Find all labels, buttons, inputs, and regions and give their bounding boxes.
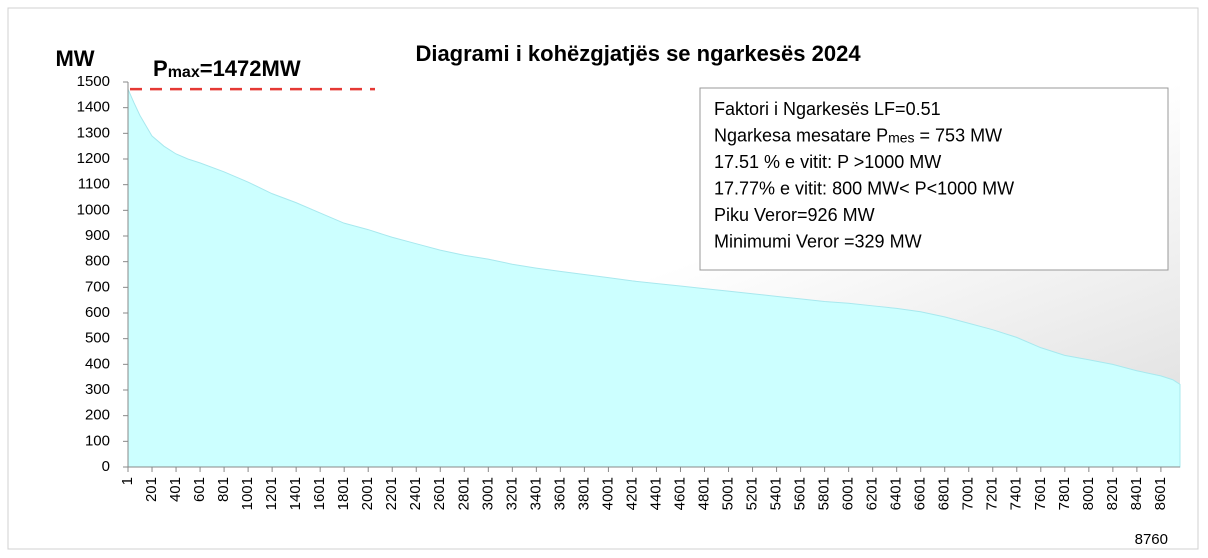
y-tick-label: 1500 bbox=[77, 73, 110, 90]
x-tick-label: 2401 bbox=[407, 477, 424, 510]
info-line: Ngarkesa mesatare Pmes = 753 MW bbox=[714, 125, 1002, 145]
y-tick-label: 500 bbox=[85, 330, 110, 347]
reference-label: Pmax=1472MW bbox=[153, 56, 301, 81]
x-tick-label: 1 bbox=[119, 477, 136, 485]
x-tick-label: 5601 bbox=[792, 477, 809, 510]
x-tick-label: 1801 bbox=[335, 477, 352, 510]
x-tick-label: 601 bbox=[191, 477, 208, 502]
info-line: 17.51 % e vitit: P >1000 MW bbox=[714, 152, 941, 172]
x-tick-label: 3601 bbox=[551, 477, 568, 510]
x-tick-label: 8401 bbox=[1128, 477, 1145, 510]
x-tick-label: 4801 bbox=[695, 477, 712, 510]
info-line: 17.77% e vitit: 800 MW< P<1000 MW bbox=[714, 178, 1014, 198]
info-line: Faktori i Ngarkesës LF=0.51 bbox=[714, 99, 941, 119]
area bbox=[127, 88, 1181, 468]
x-tick-label: 5401 bbox=[768, 477, 785, 510]
y-tick-label: 800 bbox=[85, 253, 110, 270]
info-box bbox=[699, 87, 1169, 271]
x-tick-label: 5201 bbox=[744, 477, 761, 510]
x-tick-label: 1601 bbox=[311, 477, 328, 510]
info-part: Ngarkesa mesatare P bbox=[714, 125, 888, 145]
x-tick-label: 8201 bbox=[1104, 477, 1121, 510]
x-tick-label: 4401 bbox=[647, 477, 664, 510]
y-tick-label: 300 bbox=[85, 381, 110, 398]
x-tick-label: 8001 bbox=[1080, 477, 1097, 510]
y-tick-label: 100 bbox=[85, 432, 110, 449]
y-tick-label: 700 bbox=[85, 278, 110, 295]
info-line: Piku Veror=926 MW bbox=[714, 205, 875, 225]
label-sub: max bbox=[168, 64, 200, 81]
x-tick-label: 6801 bbox=[936, 477, 953, 510]
label-part: =1472MW bbox=[200, 56, 301, 81]
y-tick-label: 1300 bbox=[77, 124, 110, 141]
chart-title: Diagrami i kohëzgjatjës se ngarkesës 202… bbox=[415, 41, 861, 66]
x-tick-label: 5801 bbox=[816, 477, 833, 510]
x-tick-label: 7801 bbox=[1056, 477, 1073, 510]
x-tick-label: 3001 bbox=[479, 477, 496, 510]
y-tick-label: 600 bbox=[85, 304, 110, 321]
info-part: = 753 MW bbox=[915, 125, 1003, 145]
x-tick-label: 4001 bbox=[599, 477, 616, 510]
x-tick-label: 7601 bbox=[1032, 477, 1049, 510]
x-tick-label: 8601 bbox=[1152, 477, 1169, 510]
info-line: Minimumi Veror =329 MW bbox=[714, 231, 922, 251]
y-tick-label: 200 bbox=[85, 407, 110, 424]
x-end-label: 8760 bbox=[1135, 531, 1168, 548]
y-tick-label: 1000 bbox=[77, 201, 110, 218]
info-sub: mes bbox=[888, 129, 914, 145]
x-tick-label: 2201 bbox=[383, 477, 400, 510]
x-tick-label: 4601 bbox=[671, 477, 688, 510]
y-axis-label: MW bbox=[55, 46, 94, 71]
x-tick-label: 6001 bbox=[840, 477, 857, 510]
x-tick-label: 7001 bbox=[960, 477, 977, 510]
y-tick-label: 1400 bbox=[77, 99, 110, 116]
x-tick-label: 3801 bbox=[575, 477, 592, 510]
x-tick-label: 1201 bbox=[263, 477, 280, 510]
y-tick-label: 1200 bbox=[77, 150, 110, 167]
x-tick-label: 7401 bbox=[1008, 477, 1025, 510]
x-tick-label: 4201 bbox=[623, 477, 640, 510]
x-tick-label: 7201 bbox=[984, 477, 1001, 510]
label-part: P bbox=[153, 56, 168, 81]
x-tick-label: 801 bbox=[215, 477, 232, 502]
x-tick-label: 2001 bbox=[359, 477, 376, 510]
y-tick-label: 400 bbox=[85, 355, 110, 372]
x-tick-label: 2801 bbox=[455, 477, 472, 510]
x-tick-label: 6401 bbox=[888, 477, 905, 510]
y-tick-label: 1100 bbox=[78, 176, 110, 193]
x-tick-label: 3201 bbox=[503, 477, 520, 510]
x-tick-label: 401 bbox=[167, 477, 184, 502]
x-tick-label: 3401 bbox=[527, 477, 544, 510]
x-tick-label: 2601 bbox=[431, 477, 448, 510]
x-tick-label: 6601 bbox=[912, 477, 929, 510]
y-tick-label: 0 bbox=[102, 458, 110, 475]
y-tick-label: 900 bbox=[85, 227, 110, 244]
x-tick-label: 5001 bbox=[719, 477, 736, 510]
x-tick-label: 6201 bbox=[864, 477, 881, 510]
x-tick-label: 201 bbox=[143, 477, 160, 502]
x-tick-label: 1401 bbox=[287, 477, 304, 510]
x-tick-label: 1001 bbox=[239, 477, 256, 510]
